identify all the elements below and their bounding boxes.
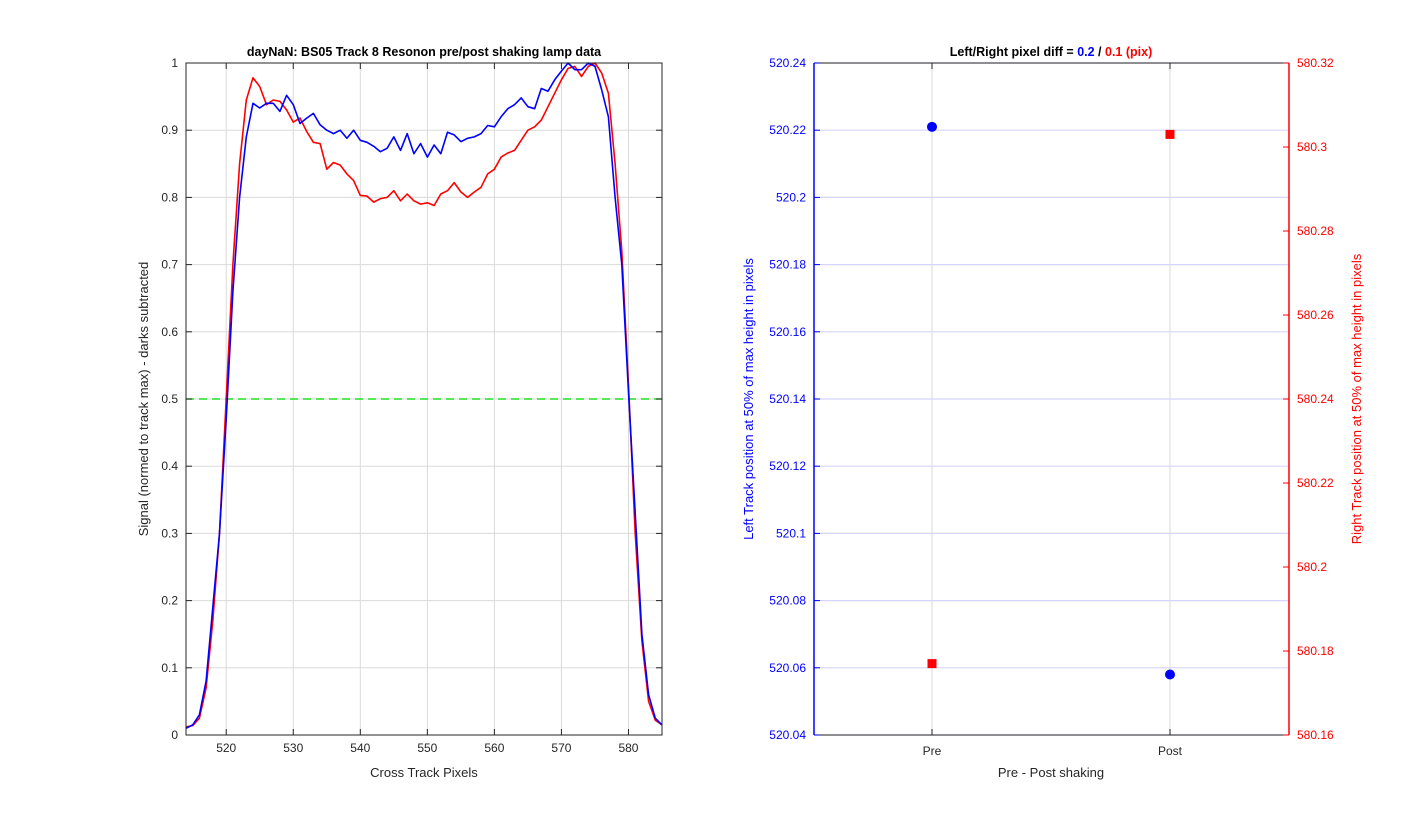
chart2-y-left-tick-label: 520.04	[769, 728, 806, 742]
chart1-y-tick-label: 1	[171, 56, 178, 70]
chart1-y-label: Signal (normed to track max) - darks sub…	[136, 262, 151, 537]
chart1-x-tick-label: 580	[618, 741, 638, 755]
chart1-x-label: Cross Track Pixels	[370, 765, 478, 780]
chart2-y-right-tick-label: 580.16	[1297, 728, 1334, 742]
chart2-y-right-tick-label: 580.3	[1297, 140, 1327, 154]
chart1-x-tick-label: 560	[484, 741, 504, 755]
chart2-y-left-tick-label: 520.06	[769, 661, 806, 675]
chart2-title-left-diff: 0.2	[1077, 45, 1094, 59]
chart1-y-tick-label: 0.7	[161, 258, 178, 272]
chart2-ticks: Pre Post 520.04 520.06 520.08 520.1 520.12 520.…	[769, 56, 1334, 758]
chart1-y-tick-label: 0.5	[161, 392, 178, 406]
chart1-x-tick-label: 540	[350, 741, 370, 755]
chart2-y-left-tick-label: 520.16	[769, 325, 806, 339]
chart1-y-tick-label: 0.4	[161, 459, 178, 473]
chart1-y-tick-label: 0.3	[161, 526, 178, 540]
chart2-y-right-tick-label: 580.32	[1297, 56, 1334, 70]
chart2-y-right-tick-label: 580.18	[1297, 644, 1334, 658]
chart2-grid	[814, 62, 1289, 736]
series-line-post	[185, 62, 663, 728]
chart2-y-left-tick-label: 520.18	[769, 258, 806, 272]
chart2-title-prefix: Left/Right pixel diff =	[950, 45, 1077, 59]
chart2-y-left-tick-label: 520.2	[776, 190, 806, 204]
chart2-title-right-diff: 0.1	[1105, 45, 1122, 59]
series-line-pre	[185, 62, 663, 730]
chart2-y-right-tick-label: 580.26	[1297, 308, 1334, 322]
chart2-y-left-tick-label: 520.12	[769, 459, 806, 473]
chart2-title: Left/Right pixel diff = 0.2 / 0.1 (pix)	[950, 45, 1153, 59]
chart2-y-left-tick-label: 520.14	[769, 392, 806, 406]
chart1-y-tick-label: 0.1	[161, 661, 178, 675]
marker-right-post	[1165, 129, 1175, 139]
chart2-y-left-label: Left Track position at 50% of max height…	[741, 258, 756, 540]
chart2-x-label: Pre - Post shaking	[998, 765, 1104, 780]
chart2-title-suffix: (pix)	[1122, 45, 1152, 59]
track-position-chart: Left/Right pixel diff = 0.2 / 0.1 (pix) …	[741, 45, 1364, 780]
chart2-x-tick-label: Post	[1158, 744, 1183, 758]
chart2-y-right-tick-label: 580.22	[1297, 476, 1334, 490]
chart2-x-tick-label: Pre	[923, 744, 942, 758]
chart1-y-tick-label: 0.8	[161, 190, 178, 204]
chart2-y-left-tick-label: 520.08	[769, 594, 806, 608]
chart1-x-tick-label: 520	[216, 741, 236, 755]
marker-left-post	[1165, 669, 1175, 680]
chart1-y-tick-label: 0.6	[161, 325, 178, 339]
chart2-y-right-tick-label: 580.24	[1297, 392, 1334, 406]
chart1-ticks: 520 530 540 550 560 570 580 0 0.1 0.2 0.3 0.4 0.5 0.6…	[161, 56, 662, 755]
chart2-y-left-tick-label: 520.22	[769, 123, 806, 137]
chart1-series	[185, 62, 663, 730]
marker-left-pre	[927, 121, 937, 132]
marker-right-pre	[927, 659, 937, 669]
chart1-y-tick-label: 0.9	[161, 123, 178, 137]
chart2-y-right-tick-label: 580.2	[1297, 560, 1327, 574]
chart2-series	[927, 121, 1175, 680]
chart2-y-right-tick-label: 580.28	[1297, 224, 1334, 238]
chart1-x-tick-label: 570	[551, 741, 571, 755]
chart1-title: dayNaN: BS05 Track 8 Resonon pre/post sh…	[247, 45, 602, 59]
chart2-title-sep: /	[1095, 45, 1105, 59]
chart1-x-tick-label: 550	[417, 741, 437, 755]
chart2-y-right-label: Right Track position at 50% of max heigh…	[1349, 253, 1364, 544]
chart2-y-left-tick-label: 520.24	[769, 56, 806, 70]
signal-profile-chart: dayNaN: BS05 Track 8 Resonon pre/post sh…	[136, 45, 663, 780]
chart2-y-left-tick-label: 520.1	[776, 526, 806, 540]
chart1-y-tick-label: 0.2	[161, 594, 178, 608]
chart1-x-tick-label: 530	[283, 741, 303, 755]
chart1-y-tick-label: 0	[171, 728, 178, 742]
